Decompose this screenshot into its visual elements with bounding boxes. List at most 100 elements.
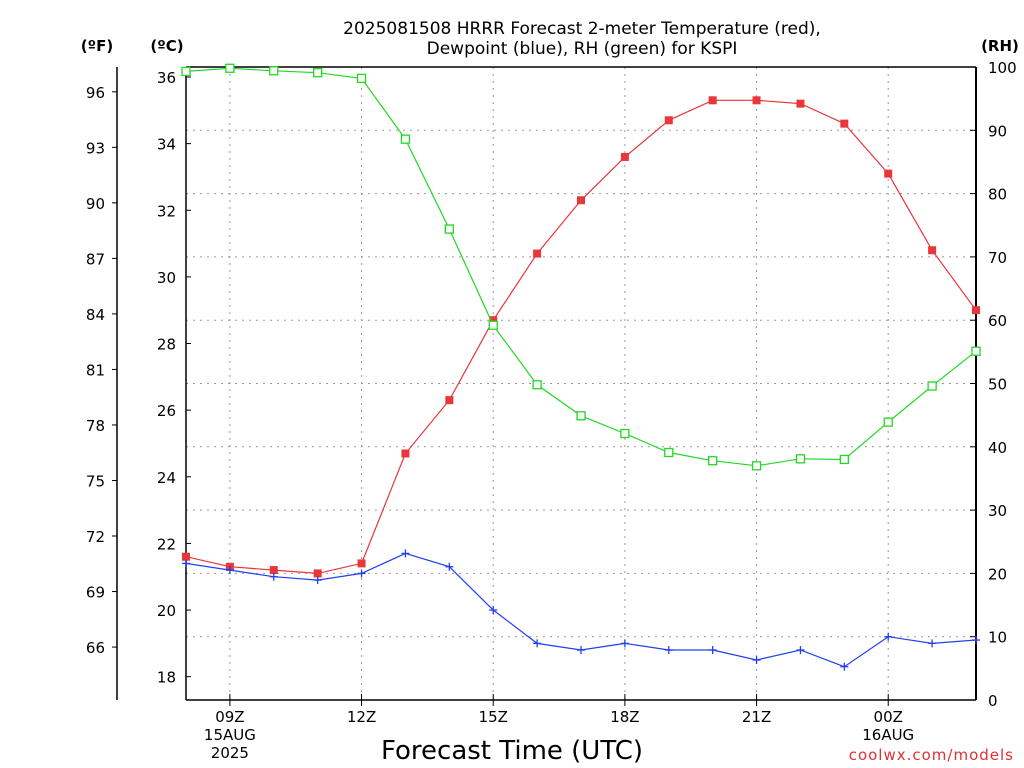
rh-point bbox=[225, 63, 235, 73]
dewpoint-point bbox=[708, 646, 717, 655]
rh-point bbox=[620, 428, 630, 439]
rh-point bbox=[181, 66, 191, 77]
rh-tick-label: 60 bbox=[988, 312, 1007, 330]
dewpoint-point bbox=[840, 662, 849, 671]
temperature-point bbox=[884, 169, 893, 178]
dewpoint-point bbox=[664, 646, 673, 655]
dewpoint-point bbox=[225, 566, 234, 575]
x-tick-label: 12Z bbox=[347, 708, 376, 726]
rh-tick-label: 80 bbox=[988, 186, 1007, 204]
celsius-tick-label: 22 bbox=[157, 535, 176, 553]
dewpoint-point bbox=[928, 639, 937, 648]
rh-tick-label: 70 bbox=[988, 249, 1007, 267]
temperature-point bbox=[313, 569, 322, 578]
temperature-point bbox=[928, 246, 937, 255]
dewpoint-point bbox=[620, 639, 629, 648]
rh-point bbox=[488, 320, 498, 330]
fahrenheit-tick-label: 93 bbox=[86, 139, 105, 157]
rh-tick-label: 10 bbox=[988, 629, 1007, 647]
rh-point bbox=[708, 456, 718, 466]
dewpoint-point bbox=[489, 606, 498, 615]
dewpoint-point bbox=[752, 656, 761, 665]
celsius-tick-label: 20 bbox=[157, 602, 176, 620]
temperature-point bbox=[489, 316, 498, 325]
x-tick-label: 15Z bbox=[479, 708, 508, 726]
chart-title-line1: 2025081508 HRRR Forecast 2-meter Tempera… bbox=[343, 19, 821, 39]
dewpoint-point bbox=[269, 572, 278, 581]
rh-tick-label: 100 bbox=[988, 59, 1017, 77]
dewpoint-point bbox=[357, 569, 366, 578]
fahrenheit-tick-label: 96 bbox=[86, 84, 105, 102]
fahrenheit-tick-label: 75 bbox=[86, 472, 105, 490]
rh-point bbox=[795, 454, 806, 464]
x-tick-date-label: 16AUG bbox=[862, 726, 914, 744]
celsius-tick-label: 24 bbox=[157, 469, 176, 487]
rh-point bbox=[751, 461, 762, 471]
data-series bbox=[181, 63, 981, 671]
fahrenheit-tick-label: 72 bbox=[86, 528, 105, 546]
x-tick-date-label: 15AUG bbox=[204, 726, 256, 744]
rh-tick-label: 40 bbox=[988, 439, 1007, 457]
celsius-tick-label: 30 bbox=[157, 269, 176, 287]
dewpoint-point bbox=[796, 646, 805, 655]
x-tick-label: 21Z bbox=[742, 708, 771, 726]
rh-point bbox=[576, 411, 586, 421]
rh-tick-label: 50 bbox=[988, 376, 1007, 394]
celsius-tick-label: 34 bbox=[157, 136, 176, 154]
temperature-point bbox=[796, 99, 805, 108]
rh-point bbox=[313, 68, 323, 78]
rh-point bbox=[532, 380, 542, 390]
rh-point bbox=[883, 417, 893, 427]
fahrenheit-axis-unit: (ºF) bbox=[81, 37, 113, 55]
tick-labels: 96 93 90 87 84 81 78 75 72 69 66 36 34 32 30 28 26 24 22 20… bbox=[86, 59, 1017, 762]
source-credit: coolwx.com/models bbox=[849, 746, 1014, 764]
celsius-tick-label: 32 bbox=[157, 202, 176, 220]
temperature-point bbox=[357, 559, 366, 568]
fahrenheit-tick-label: 90 bbox=[86, 195, 105, 213]
x-tick-year-label: 2025 bbox=[211, 744, 249, 762]
fahrenheit-tick-label: 66 bbox=[86, 639, 105, 657]
celsius-tick-label: 18 bbox=[157, 669, 176, 687]
rh-point bbox=[839, 454, 849, 465]
rh-point bbox=[664, 447, 674, 458]
dewpoint-point bbox=[577, 646, 585, 655]
chart-title-line2: Dewpoint (blue), RH (green) for KSPI bbox=[427, 39, 738, 59]
axes bbox=[112, 66, 977, 706]
celsius-axis-unit: (ºC) bbox=[150, 37, 183, 55]
x-tick-label: 00Z bbox=[874, 708, 903, 726]
temperature-point bbox=[664, 116, 673, 125]
dewpoint-point bbox=[972, 636, 980, 645]
rh-tick-label: 90 bbox=[988, 122, 1007, 140]
dewpoint-point bbox=[182, 559, 190, 568]
rh-tick-label: 0 bbox=[988, 692, 998, 710]
temperature-point bbox=[445, 396, 454, 405]
temperature-point bbox=[972, 306, 980, 315]
rh-point bbox=[356, 73, 367, 84]
fahrenheit-tick-label: 78 bbox=[86, 417, 105, 435]
fahrenheit-tick-label: 81 bbox=[86, 361, 105, 379]
dewpoint-point bbox=[313, 576, 322, 585]
x-tick-label: 09Z bbox=[215, 708, 244, 726]
celsius-tick-label: 36 bbox=[157, 69, 176, 87]
grid-lines bbox=[186, 67, 976, 700]
rh-point bbox=[269, 66, 279, 76]
fahrenheit-tick-label: 84 bbox=[86, 306, 105, 324]
dewpoint-point bbox=[533, 639, 542, 648]
dewpoint-point bbox=[445, 562, 454, 571]
celsius-tick-label: 26 bbox=[157, 402, 176, 420]
rh-point bbox=[971, 346, 981, 356]
temperature-point bbox=[577, 196, 585, 205]
temperature-point bbox=[752, 96, 761, 105]
rh-axis-unit: (RH) bbox=[981, 37, 1019, 55]
temperature-point bbox=[533, 249, 542, 258]
dewpoint-point bbox=[401, 549, 410, 558]
x-tick-label: 18Z bbox=[610, 708, 639, 726]
temperature-point bbox=[269, 566, 278, 575]
rh-tick-label: 30 bbox=[988, 502, 1007, 520]
temperature-point bbox=[620, 152, 629, 161]
rh-series-line bbox=[185, 67, 977, 467]
fahrenheit-tick-label: 69 bbox=[86, 584, 105, 602]
temperature-series-line bbox=[185, 99, 977, 575]
celsius-tick-label: 28 bbox=[157, 336, 176, 354]
